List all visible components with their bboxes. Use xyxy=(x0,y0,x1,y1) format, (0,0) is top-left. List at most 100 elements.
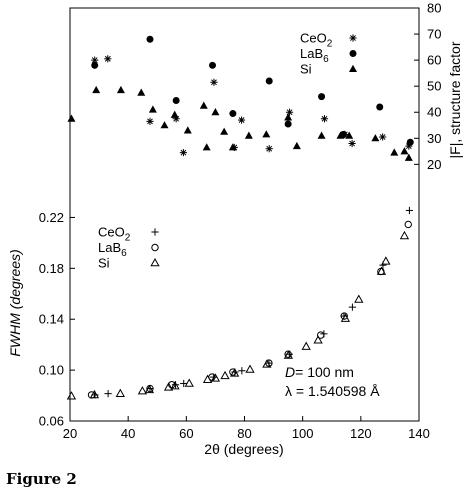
data-point-filled-triangle xyxy=(67,114,76,122)
series-fwhm-si xyxy=(66,230,410,400)
data-point-open-triangle xyxy=(340,313,351,322)
data-point-asterisk xyxy=(210,78,218,86)
data-point-open-circle xyxy=(340,312,348,320)
annotation-d-symbol: D xyxy=(285,364,295,380)
data-point-filled-triangle xyxy=(170,110,179,118)
data-point-open-circle xyxy=(146,384,154,393)
legend-marker-open-triangle xyxy=(150,257,160,267)
legend-marker-filled-triangle xyxy=(349,64,357,72)
y-axis-fwhm: 0.06 0.10 0.14 0.18 0.22 xyxy=(39,210,75,429)
data-point-filled-triangle xyxy=(390,148,399,156)
data-point-filled-triangle xyxy=(244,131,253,139)
legend-label: LaB6 xyxy=(300,46,329,65)
data-point-asterisk xyxy=(285,108,294,116)
data-point-open-triangle xyxy=(399,230,410,240)
series-structure_factor-ceo2 xyxy=(91,55,413,157)
series-structure_factor-si xyxy=(67,85,413,161)
x-tick-label: 140 xyxy=(408,426,430,441)
data-point-filled-triangle xyxy=(404,153,413,161)
data-point-filled-circle xyxy=(172,97,180,105)
data-point-open-triangle xyxy=(262,359,272,368)
y-tick-label-fwhm: 0.14 xyxy=(39,312,64,327)
data-point-open-circle xyxy=(316,331,325,339)
data-point-asterisk xyxy=(104,55,112,63)
data-point-filled-triangle xyxy=(336,131,345,139)
data-point-plus xyxy=(104,390,112,398)
data-point-filled-triangle xyxy=(345,131,354,139)
data-point-filled-triangle xyxy=(148,105,157,113)
data-point-filled-circle xyxy=(318,93,326,101)
y-tick-label-structure-factor: 60 xyxy=(427,53,441,68)
data-point-filled-circle xyxy=(229,110,237,118)
x-tick-label: 100 xyxy=(292,426,314,441)
data-point-open-triangle xyxy=(245,364,255,373)
data-point-filled-circle xyxy=(406,138,414,146)
legend-marker-asterisk xyxy=(349,34,357,42)
data-point-open-triangle xyxy=(66,391,77,400)
x-tick-label: 80 xyxy=(237,426,251,441)
data-point-asterisk xyxy=(320,115,329,123)
data-point-filled-triangle xyxy=(116,85,125,94)
series-fwhm-lab6 xyxy=(87,220,412,399)
x-axis: 20 40 60 80 100 120 140 xyxy=(63,416,430,441)
legend-label: CeO2 xyxy=(300,31,333,50)
chart-marks xyxy=(66,35,414,400)
data-point-open-triangle xyxy=(144,384,155,394)
data-point-filled-triangle xyxy=(202,143,211,151)
y-tick-label-structure-factor: 80 xyxy=(427,1,441,16)
legend-marker-plus xyxy=(151,228,159,236)
y-tick-label-structure-factor: 70 xyxy=(427,27,441,42)
data-point-asterisk xyxy=(146,117,154,125)
data-point-filled-triangle xyxy=(284,113,293,121)
data-point-open-triangle xyxy=(115,388,125,397)
data-point-open-triangle xyxy=(137,386,148,395)
data-point-filled-triangle xyxy=(228,143,237,151)
y-tick-label-fwhm: 0.18 xyxy=(39,261,64,276)
x-tick-label: 40 xyxy=(121,426,135,441)
data-point-open-triangle xyxy=(89,389,100,399)
y-tick-label-structure-factor: 20 xyxy=(427,157,441,172)
data-point-open-triangle xyxy=(381,256,391,265)
y-tick-label-fwhm: 0.22 xyxy=(39,210,64,225)
x-axis-title: 2θ (degrees) xyxy=(204,441,283,457)
y-tick-label-structure-factor: 50 xyxy=(427,79,441,94)
data-point-asterisk xyxy=(265,145,273,153)
data-point-filled-circle xyxy=(146,35,154,43)
data-point-filled-triangle xyxy=(317,131,326,139)
y-tick-label-fwhm: 0.06 xyxy=(39,414,64,429)
annotation-lambda: λ = 1.540598 Å xyxy=(285,383,380,399)
legend-marker-open-circle xyxy=(151,243,159,252)
data-point-plus xyxy=(348,303,356,311)
data-point-plus xyxy=(180,379,188,388)
data-point-filled-triangle xyxy=(262,130,271,138)
legend-label: LaB6 xyxy=(98,240,127,259)
data-point-open-triangle xyxy=(376,266,387,275)
data-point-filled-triangle xyxy=(137,88,146,96)
data-point-open-triangle xyxy=(202,374,213,383)
data-point-filled-circle xyxy=(376,103,384,111)
data-point-filled-triangle xyxy=(220,127,229,135)
data-point-open-triangle xyxy=(184,378,194,387)
data-point-filled-triangle xyxy=(400,147,409,155)
x-tick-label: 20 xyxy=(63,426,77,441)
data-point-filled-circle xyxy=(265,77,273,85)
data-point-filled-circle xyxy=(284,120,292,128)
x-tick-label: 120 xyxy=(350,426,372,441)
data-point-filled-circle xyxy=(91,61,99,69)
series-structure_factor-lab6 xyxy=(91,35,414,146)
y-axis-structure-factor: 20 30 40 50 60 70 80 xyxy=(414,1,441,172)
data-point-asterisk xyxy=(379,133,387,141)
data-point-filled-triangle xyxy=(92,85,101,94)
data-point-open-triangle xyxy=(301,341,311,350)
data-point-filled-triangle xyxy=(371,134,380,142)
data-point-asterisk xyxy=(179,149,188,157)
y-tick-label-fwhm: 0.10 xyxy=(39,363,64,378)
data-point-filled-triangle xyxy=(292,141,301,150)
data-point-open-triangle xyxy=(220,370,230,380)
legend-marker-filled-circle xyxy=(349,50,357,57)
figure-caption: Figure 2 xyxy=(6,470,77,488)
